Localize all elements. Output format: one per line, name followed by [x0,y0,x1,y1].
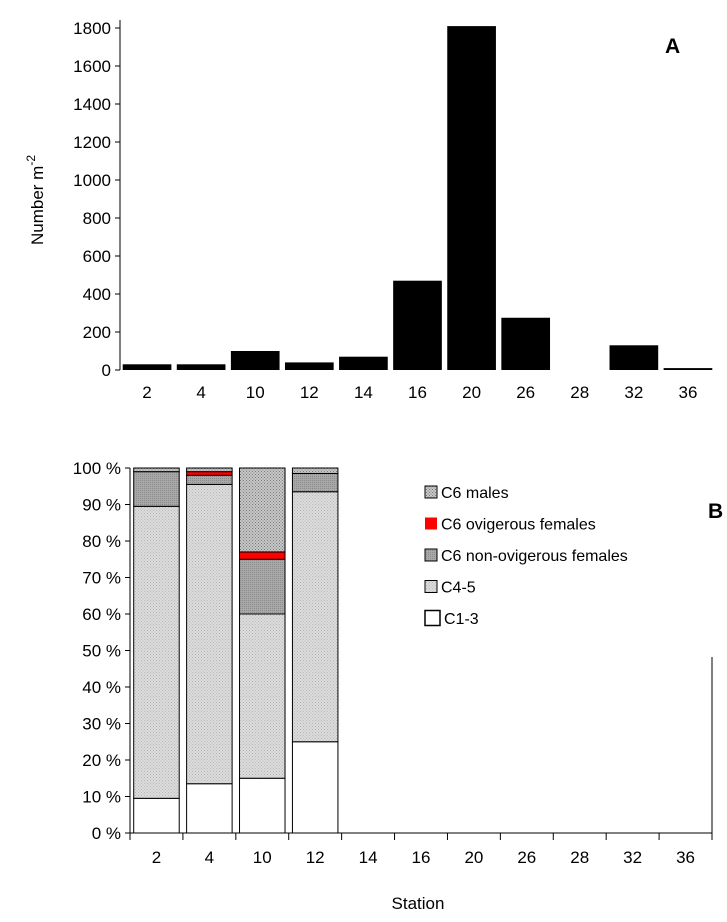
stacked-bar-segment [291,472,339,493]
x-tick-label: 12 [300,383,319,402]
panel-b: 0 % 10 % 20 % 30 % 40 % 50 % 60 % 70 % 80 % 90 % 1… [73,459,723,913]
y-tick-label: 20 % [82,751,121,770]
y-tick-label: 90 % [82,496,121,515]
y-tick-label: 800 [83,209,111,228]
y-tick-label: 100 % [73,459,121,478]
x-tick-label: 20 [462,383,481,402]
y-tick-label: 600 [83,247,111,266]
bar [447,26,496,370]
x-tick-label: 36 [678,383,697,402]
bar [663,368,713,370]
y-tick-label: 400 [83,285,111,304]
x-tick-label: 4 [205,848,214,867]
x-tick-label: 14 [359,848,378,867]
stacked-bar-segment [186,471,233,476]
x-tick-label: 20 [464,848,483,867]
y-tick-label: 1000 [73,171,111,190]
legend-swatch [424,548,438,562]
bar [339,356,388,370]
bar [284,362,334,370]
stacked-bar-segment [186,483,233,785]
x-tick-label: 36 [676,848,695,867]
y-tick-label: 0 % [92,824,121,843]
stacked-bar-segment [133,471,180,507]
y-tick-label: 1600 [73,57,111,76]
x-tick-label: 12 [306,848,325,867]
panel-a: 0 200 400 600 800 1000 1200 1400 1600 1800 2 4 10 12 1… [24,19,713,402]
x-tick-label: 26 [517,848,536,867]
bar [230,351,280,370]
y-tick-label: 10 % [82,788,121,807]
legend-entry: C6 males [441,485,509,502]
x-tick-label: 14 [354,383,373,402]
y-tick-label: 70 % [82,569,121,588]
bar [393,280,442,370]
stacked-bar-segment [133,797,180,834]
bar [609,345,659,370]
stacked-bar-segment [186,474,233,485]
stacked-bar-segment [186,783,233,834]
stacked-bar-segment [239,558,286,615]
stacked-bar-segment [239,777,286,834]
x-tick-label: 16 [412,848,431,867]
y-tick-label: 50 % [82,642,121,661]
panel-label: B [708,500,723,523]
x-axis-label: Station [392,894,445,913]
x-tick-label: 28 [570,383,589,402]
x-tick-label: 2 [142,383,151,402]
x-tick-label: 32 [623,848,642,867]
bar [501,317,551,370]
x-tick-label: 4 [196,383,205,402]
y-tick-label: 60 % [82,605,121,624]
bar [122,364,172,370]
y-tick-label: 0 [102,361,111,380]
y-axis-label: Number m-2 [24,155,47,245]
legend-entry: C1-3 [444,611,479,628]
legend-swatch [424,580,438,593]
stacked-bar-segment [291,467,339,474]
legend-entry: C4-5 [441,580,476,597]
panel-label: A [665,35,680,58]
stacked-bar-segment [239,551,286,560]
x-tick-label: 10 [246,383,265,402]
x-tick-label: 28 [570,848,589,867]
legend-entry: C6 ovigerous females [441,517,596,534]
stacked-bar-segment [186,467,233,473]
stacked-bar-segment [291,741,339,834]
x-tick-label: 10 [253,848,272,867]
y-tick-label: 200 [83,323,111,342]
y-tick-label: 1400 [73,95,111,114]
y-axis-label-superscript: -2 [24,155,38,166]
x-tick-label: 26 [516,383,535,402]
y-tick-label: 40 % [82,678,121,697]
x-tick-label: 32 [624,383,643,402]
stacked-bar-segment [133,467,180,473]
y-tick-label: 30 % [82,715,121,734]
stacked-bar-segment [291,491,339,743]
x-tick-label: 2 [152,848,161,867]
legend-swatch [425,517,437,530]
legend-swatch [424,485,438,499]
legend-swatch [424,609,441,627]
bar [176,364,226,370]
stacked-bar-segment [239,613,286,779]
y-tick-label: 1200 [73,133,111,152]
stacked-bar-segment [239,467,286,553]
stacked-bar-segment [133,505,180,799]
legend-entry: C6 non-ovigerous females [441,548,628,565]
y-tick-label: 1800 [73,19,111,38]
x-tick-label: 16 [408,383,427,402]
y-tick-label: 80 % [82,532,121,551]
